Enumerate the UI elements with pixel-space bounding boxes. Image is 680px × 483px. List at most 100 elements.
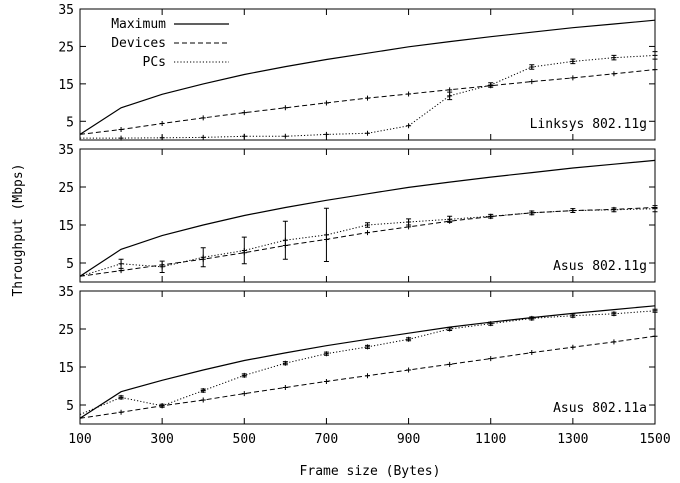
error-bar (241, 236, 247, 265)
error-bar (447, 215, 453, 223)
data-point-devices (529, 79, 535, 85)
series-line-maximum (79, 19, 656, 135)
data-point-pcs (406, 123, 412, 129)
data-point-devices (406, 367, 412, 373)
panel-frame (79, 290, 656, 425)
data-point-devices (365, 95, 370, 101)
x-tick-label: 700 (315, 432, 338, 447)
error-bar (611, 207, 617, 213)
error-bar (488, 82, 494, 88)
error-bar (200, 388, 206, 393)
panel-frame (79, 8, 656, 141)
data-point-devices (652, 67, 658, 73)
y-tick-label: 35 (58, 143, 74, 158)
y-tick-label: 5 (66, 399, 74, 414)
x-tick-label: 1100 (475, 432, 506, 447)
error-bar (611, 54, 617, 61)
data-point-devices (118, 127, 124, 133)
data-point-pcs (241, 133, 247, 139)
error-bar (282, 361, 288, 366)
data-point-devices (365, 373, 370, 379)
data-point-pcs (200, 134, 206, 140)
error-bar (570, 58, 576, 65)
y-tick-label: 25 (58, 323, 74, 338)
y-tick-label: 15 (58, 219, 74, 234)
error-bar (488, 213, 494, 219)
data-point-devices (652, 333, 658, 339)
error-bar (159, 403, 165, 408)
error-bar (529, 316, 535, 321)
data-point-devices (282, 385, 288, 391)
error-bar (323, 207, 329, 262)
data-point-pcs (282, 133, 288, 139)
data-point-devices (570, 75, 576, 81)
data-point-devices (488, 356, 494, 362)
y-tick-label: 5 (66, 115, 74, 130)
error-bar (529, 210, 535, 216)
data-point-devices (241, 110, 247, 116)
error-bar (365, 344, 370, 349)
x-tick-label: 100 (68, 432, 91, 447)
y-tick-label: 35 (58, 285, 74, 300)
data-point-devices (570, 344, 576, 350)
panel-title: Linksys 802.11g (530, 117, 647, 132)
data-point-devices (611, 339, 617, 345)
data-point-devices (118, 268, 124, 274)
error-bar (488, 321, 494, 326)
y-tick-label: 35 (58, 3, 74, 18)
data-point-devices (200, 397, 206, 403)
panel-2: 5 15 25 35 Asus 802.11g (58, 143, 658, 283)
data-point-devices (159, 121, 165, 127)
panel-3: 5 15 25 35 100 300 500 700 900 1100 1300 1500 Asus 8… (58, 285, 670, 447)
data-point-pcs (323, 131, 329, 137)
data-point-devices (282, 105, 288, 111)
error-bar (241, 373, 247, 378)
error-bar (365, 222, 370, 228)
data-point-devices (611, 71, 617, 77)
x-tick-label: 900 (397, 432, 420, 447)
series-line-maximum (79, 159, 656, 277)
data-point-devices (241, 391, 247, 397)
data-point-devices (529, 350, 535, 356)
series-line-maximum (79, 305, 656, 419)
panel-title: Asus 802.11g (553, 259, 647, 274)
data-point-devices (365, 230, 370, 236)
error-bar (406, 337, 412, 342)
error-bar (118, 395, 124, 400)
y-tick-label: 15 (58, 361, 74, 376)
series-line-pcs (79, 310, 656, 415)
y-tick-label: 15 (58, 78, 74, 93)
data-point-pcs (365, 130, 370, 136)
y-axis-title: Throughput (Mbps) (11, 163, 26, 296)
error-bar (611, 311, 617, 316)
error-bar (447, 326, 453, 332)
x-tick-label: 1300 (557, 432, 588, 447)
data-point-devices (406, 91, 412, 97)
legend-label-maximum: Maximum (111, 17, 166, 32)
error-bar (652, 51, 658, 60)
x-tick-label: 500 (233, 432, 256, 447)
data-point-devices (200, 115, 206, 121)
error-bar (652, 205, 658, 213)
x-axis-title: Frame size (Bytes) (300, 464, 441, 479)
error-bar (406, 218, 412, 226)
data-point-devices (447, 361, 453, 367)
data-point-pcs (118, 135, 124, 141)
error-bar (282, 220, 288, 260)
panel-frame (79, 148, 656, 283)
legend-label-pcs: PCs (143, 55, 166, 70)
panel-title: Asus 802.11a (553, 401, 647, 416)
data-point-devices (118, 409, 124, 415)
error-bar (200, 247, 206, 268)
error-bar (159, 260, 165, 273)
y-tick-label: 25 (58, 181, 74, 196)
error-bar (652, 308, 658, 313)
legend: Maximum Devices PCs (111, 17, 229, 70)
error-bar (529, 64, 535, 70)
y-tick-label: 5 (66, 257, 74, 272)
panel-1: 5 15 25 35 Linksys 802.11g Maximum Devices PCs (58, 3, 658, 141)
error-bar (118, 258, 124, 269)
data-point-devices (323, 100, 329, 106)
x-tick-label: 300 (150, 432, 173, 447)
